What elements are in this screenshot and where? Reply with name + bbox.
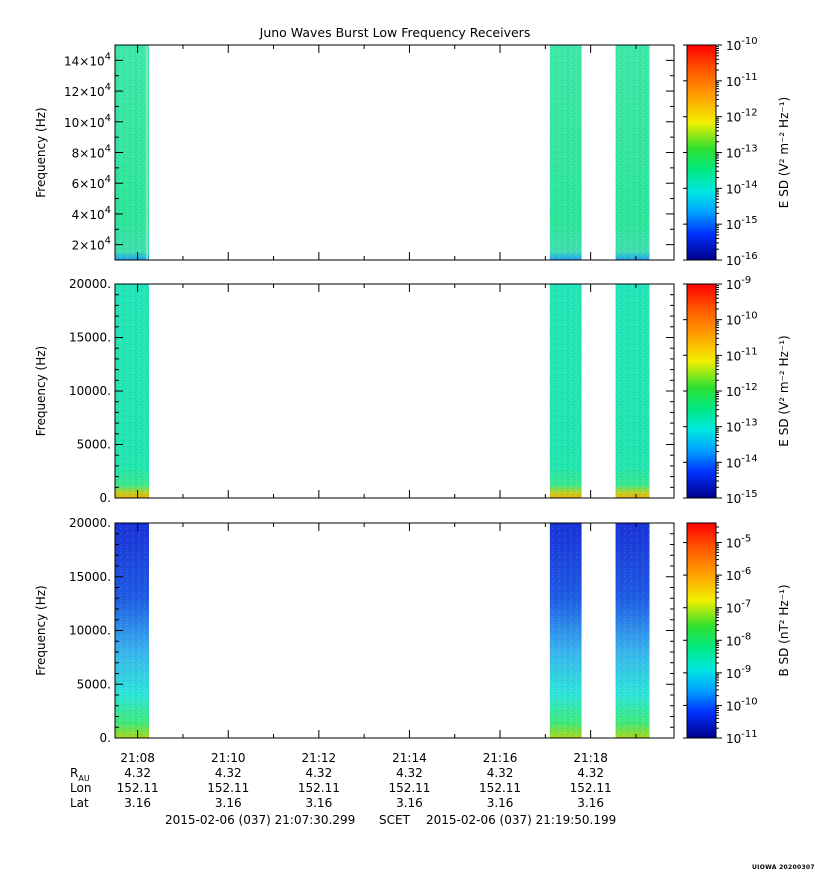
y-tick-label: 4×104	[72, 205, 111, 222]
colorbar-tick-label: 10-9	[726, 664, 751, 681]
y-tick-label: 0.	[100, 731, 111, 745]
ephemeris-value: 4.32	[577, 766, 604, 780]
y-tick-label: 6×104	[72, 174, 111, 191]
colorbar-tick-label: 10-10	[726, 36, 758, 53]
colorbar-tick-label: 10-13	[726, 418, 758, 435]
colorbar-tick-label: 10-11	[726, 729, 758, 746]
ephemeris-value: 152.11	[298, 781, 340, 795]
y-axis-label: Frequency (Hz)	[34, 585, 48, 676]
ephemeris-value: 3.16	[577, 796, 604, 810]
y-tick-label: 20000.	[69, 277, 111, 291]
colorbar-tick-label: 10-9	[726, 275, 751, 292]
y-tick-label: 10000.	[69, 384, 111, 398]
spectrogram-texture	[549, 284, 582, 498]
plot-frame	[114, 283, 675, 499]
colorbar-tick-label: 10-10	[726, 696, 758, 713]
ephemeris-row-label: Lat	[70, 796, 89, 810]
ephemeris-value: 3.16	[124, 796, 151, 810]
spectrogram-texture	[549, 523, 582, 738]
colorbar-label: B SD (nT² Hz⁻¹)	[777, 584, 791, 676]
ephemeris-value: 152.11	[479, 781, 521, 795]
ephemeris-value: 152.11	[207, 781, 249, 795]
ephemeris-value: 4.32	[215, 766, 242, 780]
spectrogram-texture	[615, 45, 650, 260]
ephemeris-row-label: RAU	[70, 766, 90, 783]
plot-frame	[114, 522, 675, 739]
ephemeris-table: 21:084.32152.113.1621:104.32152.113.1621…	[70, 751, 612, 810]
colorbar-tick-label: 10-8	[726, 631, 751, 648]
ephemeris-value: 3.16	[215, 796, 242, 810]
spectrogram-texture	[615, 523, 650, 738]
spectrogram-panels: 2×104 4×104 6×104 8×104 10×104 12×104 14×104 Fr…	[34, 36, 791, 746]
colorbar	[687, 523, 716, 738]
plot-frame	[114, 44, 675, 261]
colorbar-label: E SD (V² m⁻² Hz⁻¹)	[777, 97, 791, 208]
panel-2: 0. 5000. 10000. 15000. 20000. Frequency (Hz) 1…	[34, 275, 791, 506]
colorbar	[687, 45, 716, 260]
y-tick-label: 10×104	[64, 113, 111, 130]
colorbar	[687, 284, 716, 498]
chart-title: Juno Waves Burst Low Frequency Receivers	[259, 25, 531, 40]
colorbar-tick-label: 10-10	[726, 311, 758, 328]
panel-1: 2×104 4×104 6×104 8×104 10×104 12×104 14×104 Fr…	[34, 36, 791, 268]
y-tick-label: 10000.	[69, 624, 111, 638]
ephemeris-value: 152.11	[570, 781, 612, 795]
y-tick-label: 15000.	[69, 570, 111, 584]
spectrogram-texture	[549, 45, 582, 260]
ephemeris-value: 4.32	[487, 766, 514, 780]
ephemeris-value: 3.16	[396, 796, 423, 810]
ephemeris-value: 4.32	[124, 766, 151, 780]
y-tick-label: 20000.	[69, 516, 111, 530]
colorbar-tick-label: 10-13	[726, 144, 758, 161]
ephemeris-value: 152.11	[388, 781, 430, 795]
ephemeris-value: 3.16	[487, 796, 514, 810]
colorbar-tick-label: 10-11	[726, 72, 758, 89]
colorbar-tick-label: 10-6	[726, 566, 751, 583]
colorbar-tick-label: 10-15	[726, 215, 758, 232]
time-tick-label: 21:12	[302, 751, 337, 765]
y-tick-label: 12×104	[64, 82, 111, 99]
time-range-end: 2015-02-06 (037) 21:19:50.199	[426, 813, 617, 827]
panel-3: 0. 5000. 10000. 15000. 20000. Frequency (Hz) 1…	[34, 516, 791, 746]
y-tick-label: 5000.	[77, 438, 111, 452]
colorbar-tick-label: 10-15	[726, 489, 758, 506]
ephemeris-value: 4.32	[305, 766, 332, 780]
y-tick-label: 8×104	[72, 144, 111, 161]
colorbar-label: E SD (V² m⁻² Hz⁻¹)	[777, 335, 791, 446]
time-tick-label: 21:08	[120, 751, 155, 765]
colorbar-tick-label: 10-7	[726, 599, 751, 616]
colorbar-tick-label: 10-5	[726, 534, 751, 551]
y-tick-label: 2×104	[72, 236, 111, 253]
time-range-start: 2015-02-06 (037) 21:07:30.299	[165, 813, 356, 827]
colorbar-tick-label: 10-11	[726, 346, 758, 363]
y-tick-label: 15000.	[69, 331, 111, 345]
time-tick-label: 21:10	[211, 751, 246, 765]
time-tick-label: 21:16	[483, 751, 518, 765]
y-tick-label: 0.	[100, 491, 111, 505]
spectrogram-texture	[615, 284, 650, 498]
colorbar-tick-label: 10-12	[726, 382, 758, 399]
ephemeris-value: 4.32	[396, 766, 423, 780]
time-tick-label: 21:14	[392, 751, 427, 765]
ephemeris-value: 152.11	[117, 781, 159, 795]
y-tick-label: 5000.	[77, 677, 111, 691]
y-axis-label: Frequency (Hz)	[34, 346, 48, 437]
ephemeris-row-label: Lon	[70, 781, 91, 795]
credit-stamp: UIOWA 20200307	[752, 864, 815, 871]
time-tick-label: 21:18	[573, 751, 608, 765]
colorbar-tick-label: 10-14	[726, 179, 758, 196]
colorbar-tick-label: 10-14	[726, 453, 758, 470]
y-axis-label: Frequency (Hz)	[34, 107, 48, 198]
time-frame-label: SCET	[379, 813, 410, 827]
y-tick-label: 14×104	[64, 51, 111, 68]
ephemeris-value: 3.16	[305, 796, 332, 810]
colorbar-tick-label: 10-16	[726, 251, 758, 268]
colorbar-tick-label: 10-12	[726, 108, 758, 125]
